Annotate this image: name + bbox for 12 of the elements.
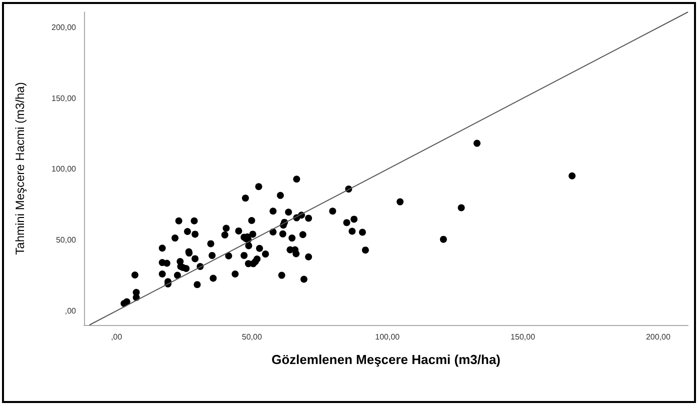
y-tick-label: 50,00 xyxy=(56,236,77,245)
x-tick-label: 200,00 xyxy=(646,332,671,342)
x-tick-label: 100,00 xyxy=(375,332,400,342)
y-tick-label: 150,00 xyxy=(52,94,77,103)
y-tick-label: 200,00 xyxy=(52,23,77,32)
y-tick-label: 100,00 xyxy=(52,164,77,174)
x-tick-label: 150,00 xyxy=(510,332,536,342)
y-axis-title: Tahmini Meşcere Hacmi (m3/ha) xyxy=(13,82,27,255)
x-axis-title: Gözlemlenen Meşcere Hacmi (m3/ha) xyxy=(271,352,501,367)
x-tick-label: ,00 xyxy=(110,332,123,342)
x-tick-label: 50,00 xyxy=(242,332,262,342)
y-tick-label: ,00 xyxy=(64,306,77,316)
